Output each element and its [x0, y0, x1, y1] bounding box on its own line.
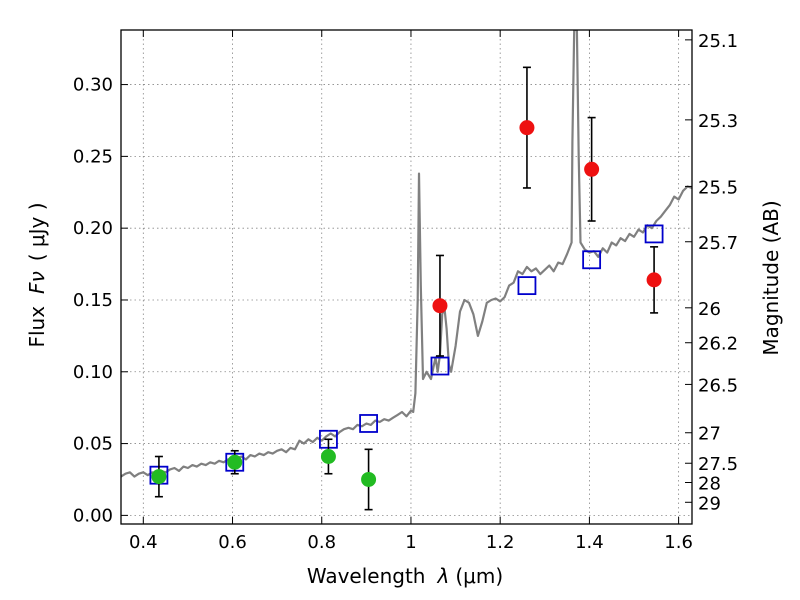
- grid-lines: [121, 30, 692, 524]
- y-tick-label: 0.20: [73, 218, 113, 239]
- magnitude-tick-label: 26.2: [698, 334, 738, 355]
- magnitude-tick-label: 25.3: [698, 111, 738, 132]
- x-tick-label: 0.4: [129, 532, 158, 553]
- photometry-point: [227, 454, 243, 470]
- x-tick-label: 1.6: [664, 532, 693, 553]
- magnitude-tick-label: 27.5: [698, 454, 738, 475]
- spectrum-layer: [121, 30, 692, 478]
- x-tick-label: 1: [405, 532, 416, 553]
- model-square-marker: [644, 224, 664, 244]
- photometry-point: [151, 469, 167, 485]
- y-tick-label: 0.25: [73, 146, 113, 167]
- spectrum-line: [121, 30, 692, 478]
- magnitude-tick-label: 26: [698, 299, 721, 320]
- photometry-point: [584, 161, 600, 177]
- y-axis-label: FluxFν( μJy ): [25, 202, 49, 347]
- photometry-point: [320, 449, 336, 465]
- photometry-point: [432, 298, 448, 314]
- y-tick-label: 0.15: [73, 290, 113, 311]
- model-square-marker: [359, 414, 378, 433]
- y-tick-label: 0.10: [73, 362, 113, 383]
- photometry-point: [361, 471, 377, 487]
- y-tick-label: 0.05: [73, 434, 113, 455]
- data-markers: [149, 66, 664, 511]
- x-tick-label: 1.4: [575, 532, 604, 553]
- y-tick-label: 0.30: [73, 75, 113, 96]
- x-tick-label: 1.2: [486, 532, 515, 553]
- photometry-point: [646, 272, 662, 288]
- magnitude-tick-label: 26.5: [698, 375, 738, 396]
- y-tick-label: 0.00: [73, 505, 113, 526]
- x-tick-label: 0.8: [307, 532, 336, 553]
- magnitude-tick-label: 25.1: [698, 31, 738, 52]
- photometry-point: [519, 120, 535, 136]
- x-axis-label: Wavelength λ (μm): [307, 564, 503, 588]
- magnitude-tick-label: 29: [698, 493, 721, 514]
- x-tick-label: 0.6: [218, 532, 247, 553]
- plot-area: [121, 30, 692, 524]
- magnitude-axis-label: Magnitude (AB): [759, 200, 783, 355]
- axes: 0.4 0.6 0.8 1 1.2 1.4 1.6 0.00 0.05 0.10 0.15 0.20 0…: [73, 29, 738, 553]
- plot-frame: [120, 29, 693, 525]
- model-square-marker: [582, 250, 602, 270]
- magnitude-tick-label: 25.7: [698, 233, 738, 254]
- magnitude-tick-label: 27: [698, 424, 721, 445]
- model-square-marker: [517, 276, 537, 296]
- model-square-marker: [430, 356, 450, 376]
- magnitude-tick-label: 28: [698, 473, 721, 494]
- magnitude-tick-label: 25.5: [698, 177, 738, 198]
